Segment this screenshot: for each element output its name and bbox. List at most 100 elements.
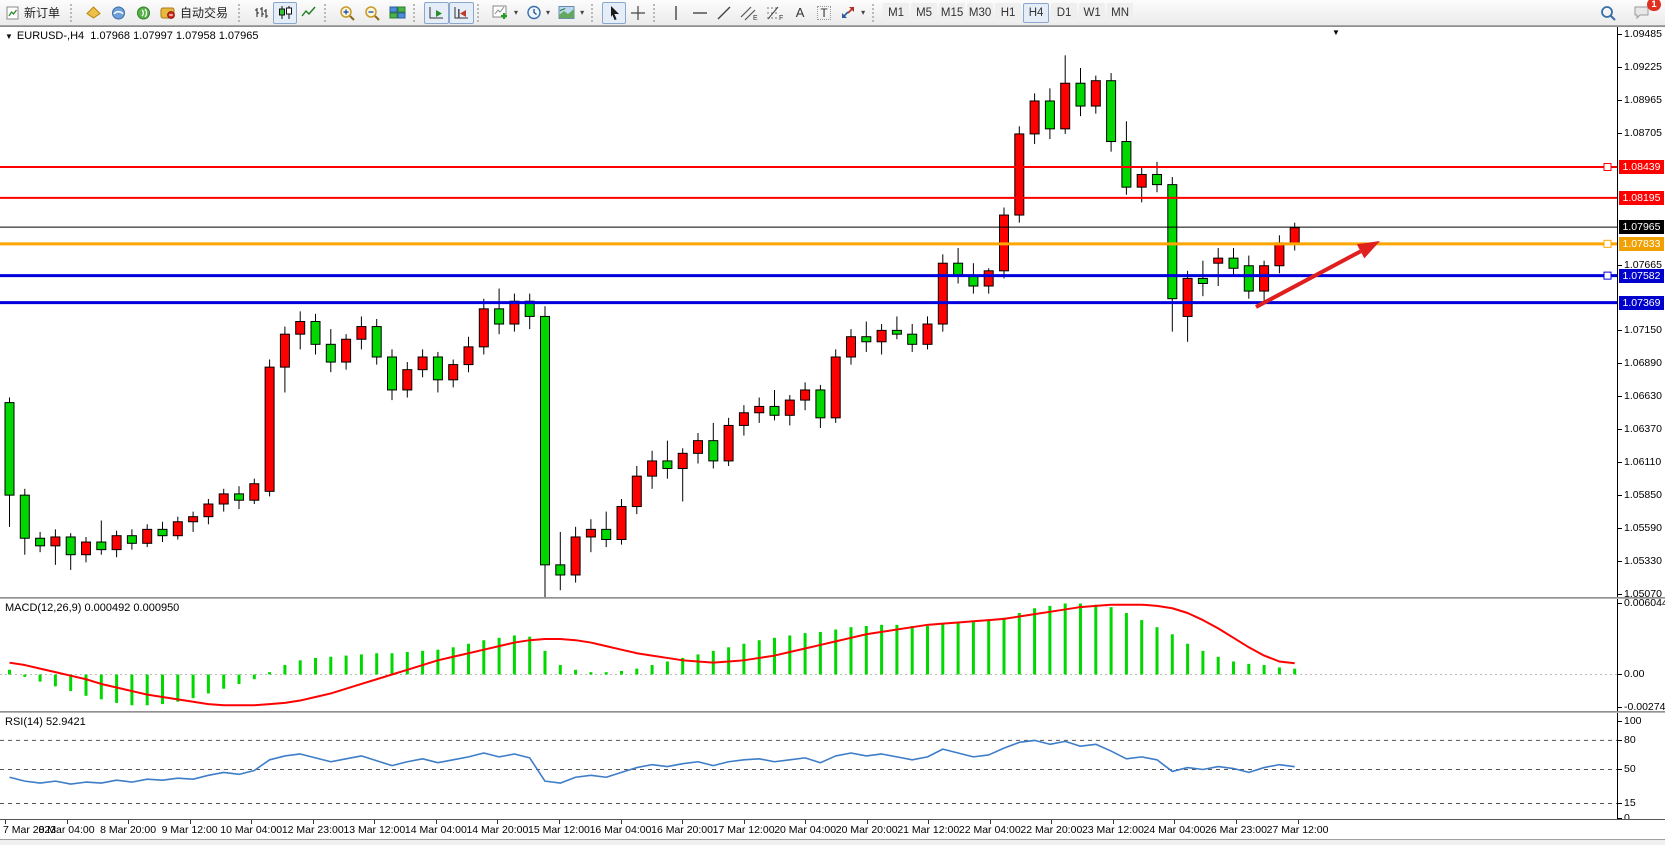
time-tick-label: 10 Mar 04:00 (220, 824, 283, 836)
chart-shift-marker[interactable]: ▼ (1332, 28, 1340, 37)
candle-body (264, 366, 275, 492)
macd-chart[interactable] (0, 599, 1617, 711)
market-gold-button[interactable] (81, 2, 106, 24)
fibonacci-tool-button[interactable]: F (762, 2, 788, 24)
timeframe-button-m5[interactable]: M5 (911, 2, 938, 23)
rsi-tick-label: 0 (1618, 811, 1630, 824)
candle-body (784, 399, 795, 416)
zoom-out-button[interactable] (360, 2, 385, 24)
rsi-plot[interactable]: RSI(14) 52.9421 (0, 713, 1617, 819)
macd-tick-label: -0.002746 (1617, 701, 1665, 713)
chart-menu-triangle[interactable]: ▼ (5, 32, 13, 41)
toolbar: 新订单 自动交易 ▾ ▾ (0, 0, 1665, 26)
time-axis[interactable]: 7 Mar 2023 8 Mar 04:00 8 Mar 20:00 9 Mar 12… (0, 819, 1665, 839)
line-handle[interactable] (1603, 163, 1612, 172)
candlestick-chart[interactable] (0, 27, 1617, 597)
line-chart-button[interactable] (297, 2, 321, 24)
rsi-label: RSI(14) 52.9421 (5, 716, 86, 728)
timeframe-button-h4[interactable]: H4 (1023, 2, 1050, 23)
timeframe-button-mn[interactable]: MN (1107, 2, 1134, 23)
notifications-button[interactable]: 1 (1629, 0, 1661, 24)
channel-tool-button[interactable]: E (736, 2, 762, 24)
search-button[interactable] (1596, 2, 1621, 24)
time-tick (743, 820, 745, 824)
time-tick (620, 820, 622, 824)
time-tick-label: 27 Mar 12:00 (1266, 824, 1329, 836)
candle-body (50, 536, 61, 547)
line-handle[interactable] (1603, 271, 1612, 280)
crosshair-button[interactable] (626, 2, 650, 24)
macd-signal-line (9, 603, 1295, 707)
templates-button[interactable]: ▾ (554, 2, 588, 24)
macd-panel: MACD(12,26,9) 0.000492 0.000950 0.006044… (0, 597, 1665, 713)
candle-body (478, 308, 489, 348)
time-tick (312, 820, 314, 824)
trend-arrow-head[interactable] (1356, 241, 1380, 259)
timeframe-button-w1[interactable]: W1 (1079, 2, 1106, 23)
candle-body (417, 356, 428, 371)
timeframe-button-m30[interactable]: M30 (967, 2, 994, 23)
rsi-chart[interactable] (0, 713, 1617, 819)
timeframe-button-m1[interactable]: M1 (883, 2, 910, 23)
chart-title: EURUSD-,H4 (16, 30, 85, 42)
time-tick-label: 21 Mar 12:00 (897, 824, 960, 836)
main-chart-plot[interactable]: ▼ EURUSD-,H4 1.07968 1.07997 1.07958 1.07… (0, 27, 1617, 597)
price-tick-label: 1.06370 (1618, 422, 1662, 435)
candle-body (1136, 173, 1147, 188)
candle-body (1167, 184, 1178, 300)
candle-body (1289, 227, 1300, 244)
zoom-in-button[interactable] (335, 2, 360, 24)
time-tick (1297, 820, 1299, 824)
time-tick (5, 820, 6, 824)
candle-body (1090, 80, 1101, 107)
toolbar-separator (591, 3, 598, 22)
text-tool-button[interactable]: A (788, 2, 812, 24)
rsi-axis[interactable]: 100 80 50 15 0 (1617, 713, 1665, 824)
trendline-tool-button[interactable] (712, 2, 736, 24)
chart-shift-button[interactable] (449, 1, 475, 24)
cursor-button[interactable] (602, 1, 627, 24)
candle-body (463, 346, 474, 366)
auto-scroll-button[interactable] (424, 1, 450, 24)
price-tick-label: 1.09485 (1618, 27, 1662, 40)
candle-body (830, 356, 841, 419)
candle-body (1044, 100, 1055, 130)
time-tick-label: 8 Mar 04:00 (38, 824, 95, 836)
candlestick-chart-button[interactable] (273, 1, 298, 24)
panel-splitter[interactable] (0, 711, 1665, 713)
time-tick-label: 16 Mar 04:00 (589, 824, 652, 836)
timeframe-button-m15[interactable]: M15 (939, 2, 966, 23)
tile-windows-button[interactable] (385, 2, 410, 24)
candle-body (1121, 141, 1132, 188)
time-tick-label: 15 Mar 12:00 (528, 824, 590, 836)
macd-plot[interactable]: MACD(12,26,9) 0.000492 0.000950 (0, 599, 1617, 711)
macd-tick-label: 0.00 (1617, 668, 1645, 680)
autotrading-button[interactable]: 自动交易 (156, 2, 235, 24)
horizontal-line-tool-button[interactable] (688, 2, 712, 24)
arrows-tool-button[interactable]: ▾ (836, 2, 869, 24)
candle-body (1259, 265, 1270, 292)
new-order-button[interactable]: 新订单 (2, 2, 67, 24)
periods-button[interactable]: ▾ (522, 2, 554, 24)
macd-axis[interactable]: 0.006044 0.00 -0.002746 (1617, 597, 1665, 713)
bar-chart-button[interactable] (249, 2, 273, 24)
price-tick-label: 1.06110 (1617, 455, 1662, 468)
time-tick (66, 820, 68, 824)
timeframe-button-h1[interactable]: H1 (995, 2, 1022, 23)
signals-button[interactable] (131, 2, 156, 24)
line-handle[interactable] (1603, 239, 1612, 248)
candle-body (1152, 173, 1162, 186)
time-tick (435, 820, 437, 824)
trend-arrow-shaft[interactable] (1255, 249, 1362, 309)
metaeditor-button[interactable] (106, 2, 131, 24)
svg-text:E: E (753, 15, 758, 21)
timeframe-button-d1[interactable]: D1 (1051, 2, 1078, 23)
vertical-line-tool-button[interactable] (664, 2, 688, 24)
label-tool-button[interactable]: T (812, 2, 836, 24)
price-level-badge: 1.08439 (1619, 160, 1664, 174)
auto-scroll-icon (429, 7, 444, 19)
candle-body (861, 336, 872, 343)
price-axis[interactable]: 1.09485 1.09225 1.08965 1.08705 1.07665 1.071… (1617, 27, 1665, 600)
panel-splitter[interactable] (0, 597, 1665, 599)
new-chart-button[interactable]: ▾ (488, 2, 522, 24)
